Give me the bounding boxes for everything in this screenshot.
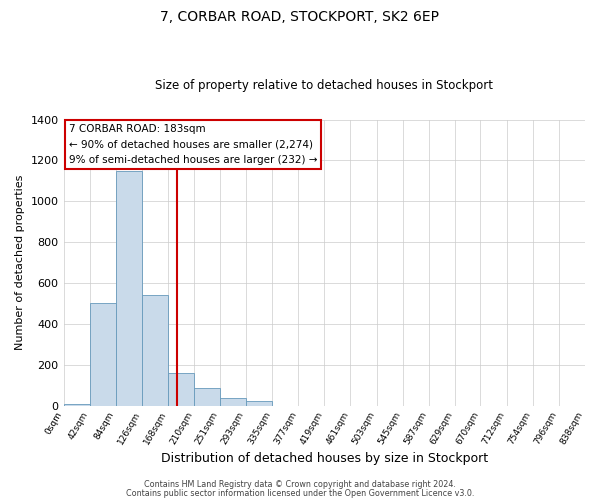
Y-axis label: Number of detached properties: Number of detached properties xyxy=(15,175,25,350)
Bar xyxy=(246,402,272,406)
Text: Contains public sector information licensed under the Open Government Licence v3: Contains public sector information licen… xyxy=(126,488,474,498)
Text: 7 CORBAR ROAD: 183sqm
← 90% of detached houses are smaller (2,274)
9% of semi-de: 7 CORBAR ROAD: 183sqm ← 90% of detached … xyxy=(69,124,317,165)
Bar xyxy=(220,398,246,406)
X-axis label: Distribution of detached houses by size in Stockport: Distribution of detached houses by size … xyxy=(161,452,488,465)
Title: Size of property relative to detached houses in Stockport: Size of property relative to detached ho… xyxy=(155,79,493,92)
Bar xyxy=(89,304,116,406)
Text: Contains HM Land Registry data © Crown copyright and database right 2024.: Contains HM Land Registry data © Crown c… xyxy=(144,480,456,489)
Bar xyxy=(194,388,220,406)
Bar xyxy=(142,296,168,406)
Bar xyxy=(168,373,194,406)
Bar xyxy=(64,404,89,406)
Bar xyxy=(116,170,142,406)
Text: 7, CORBAR ROAD, STOCKPORT, SK2 6EP: 7, CORBAR ROAD, STOCKPORT, SK2 6EP xyxy=(161,10,439,24)
